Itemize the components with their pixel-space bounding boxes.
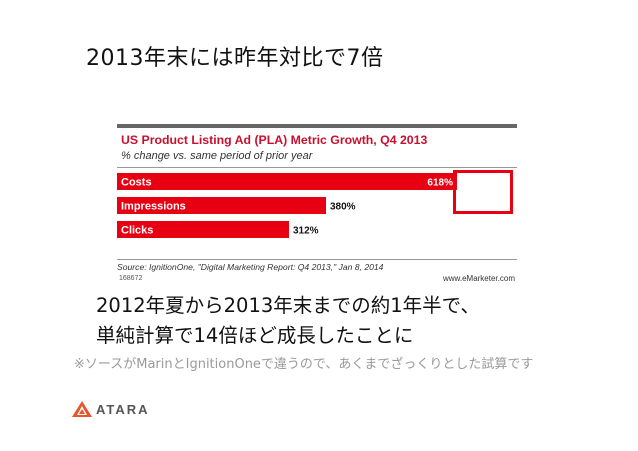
chart-divider — [117, 167, 517, 168]
value-label-clicks: 312% — [293, 226, 319, 237]
value-label-costs: 618% — [427, 178, 453, 189]
logo: ATARA — [72, 400, 150, 418]
bar-chart: Costs 618% Impressions 380% Clicks 312% — [117, 173, 457, 238]
chart-brand: www.eMarketer.com — [442, 274, 515, 283]
chart-subtitle: % change vs. same period of prior year — [121, 150, 313, 162]
logo-text: ATARA — [96, 401, 150, 417]
chart-card: US Product Listing Ad (PLA) Metric Growt… — [117, 124, 517, 286]
bar-impressions — [117, 197, 326, 214]
highlight-box — [453, 170, 513, 214]
chart-top-rule — [117, 124, 517, 128]
category-label-costs: Costs — [121, 177, 152, 189]
chart-source: Source: IgnitionOne, "Digital Marketing … — [117, 259, 517, 272]
chart-id: 168672 — [119, 275, 143, 282]
summary-line-1: 2012年夏から2013年末までの約1年半で、 — [96, 294, 480, 317]
category-label-impressions: Impressions — [121, 201, 186, 213]
summary-text: 2012年夏から2013年末までの約1年半で、 単純計算で14倍ほど成長したこと… — [96, 291, 480, 351]
footnote: ※ソースがMarinとIgnitionOneで違うので、あくまでざっくりとした試… — [74, 357, 534, 372]
summary-line-2: 単純計算で14倍ほど成長したことに — [96, 324, 414, 347]
slide-title: 2013年末には昨年対比で7倍 — [86, 46, 384, 71]
bar-costs — [117, 173, 457, 190]
atara-logo-icon — [72, 401, 92, 417]
chart-title: US Product Listing Ad (PLA) Metric Growt… — [121, 133, 428, 147]
bar-clicks — [117, 221, 289, 238]
value-label-impressions: 380% — [330, 202, 356, 213]
category-label-clicks: Clicks — [121, 225, 153, 237]
